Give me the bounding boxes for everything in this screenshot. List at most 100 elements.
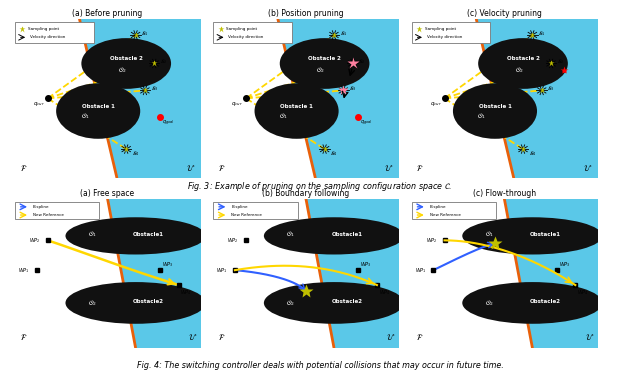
Text: $\mathcal{F}$: $\mathcal{F}$: [417, 163, 424, 173]
Text: $WP_4$: $WP_4$: [577, 288, 589, 297]
Text: Obstacle 1: Obstacle 1: [280, 104, 313, 109]
FancyBboxPatch shape: [412, 22, 490, 43]
Polygon shape: [476, 19, 598, 178]
Ellipse shape: [264, 282, 404, 324]
Text: Velocity direction: Velocity direction: [228, 35, 264, 39]
Title: (a) Before pruning: (a) Before pruning: [72, 9, 143, 18]
Text: $\mathcal{O}_2$: $\mathcal{O}_2$: [118, 65, 127, 75]
Text: $WP_3$: $WP_3$: [162, 260, 173, 269]
FancyBboxPatch shape: [15, 22, 93, 43]
Text: $\mathcal{U}$: $\mathcal{U}$: [188, 332, 197, 342]
Text: Obstacle 1: Obstacle 1: [82, 104, 115, 109]
Text: $\mathcal{U}$: $\mathcal{U}$: [583, 163, 592, 173]
Text: Obstacle1: Obstacle1: [530, 232, 561, 237]
Title: (c) Flow-through: (c) Flow-through: [473, 189, 536, 198]
Title: (b) Boundary following: (b) Boundary following: [262, 189, 349, 198]
Text: $WP_4$: $WP_4$: [180, 288, 192, 297]
Ellipse shape: [81, 38, 171, 89]
Text: $\mathcal{F}$: $\mathcal{F}$: [20, 163, 27, 173]
Text: $WP_1$: $WP_1$: [415, 266, 426, 275]
Text: B-spline: B-spline: [231, 205, 248, 209]
Polygon shape: [108, 199, 201, 348]
FancyBboxPatch shape: [213, 22, 292, 43]
Ellipse shape: [264, 217, 404, 254]
Text: $\mathcal{O}_2$: $\mathcal{O}_2$: [287, 298, 296, 308]
Text: $WP_1$: $WP_1$: [216, 266, 228, 275]
Text: $\mathcal{B}_4$: $\mathcal{B}_4$: [330, 149, 338, 158]
Polygon shape: [504, 199, 598, 348]
Text: $\mathcal{F}$: $\mathcal{F}$: [218, 332, 225, 342]
Text: $\mathcal{U}$: $\mathcal{U}$: [585, 332, 594, 342]
Text: $WP_4$: $WP_4$: [379, 288, 390, 297]
Text: B-spline: B-spline: [429, 205, 446, 209]
Text: B-spline: B-spline: [33, 205, 49, 209]
Ellipse shape: [462, 282, 602, 324]
Text: $WP_2$: $WP_2$: [426, 236, 437, 245]
Text: Sampling point: Sampling point: [227, 27, 258, 31]
FancyBboxPatch shape: [213, 202, 298, 220]
Text: $\mathcal{O}_1$: $\mathcal{O}_1$: [81, 111, 90, 121]
Text: Obstacle2: Obstacle2: [332, 299, 362, 304]
Ellipse shape: [65, 282, 205, 324]
Polygon shape: [79, 19, 201, 178]
Text: $\mathcal{F}$: $\mathcal{F}$: [417, 332, 424, 342]
Text: Fig. 3: Example of pruning on the sampling configuration space $\mathcal{C}$.: Fig. 3: Example of pruning on the sampli…: [188, 180, 452, 193]
Text: Obstacle 2: Obstacle 2: [507, 56, 540, 61]
Text: $\mathcal{B}_3$: $\mathcal{B}_3$: [349, 84, 356, 93]
Ellipse shape: [478, 38, 568, 89]
Text: Obstacle1: Obstacle1: [133, 232, 164, 237]
Text: $\mathcal{O}_2$: $\mathcal{O}_2$: [515, 65, 524, 75]
Text: $\mathcal{O}_2$: $\mathcal{O}_2$: [88, 298, 97, 308]
Text: Obstacle 1: Obstacle 1: [479, 104, 511, 109]
Text: $q_{cur}$: $q_{cur}$: [231, 100, 243, 108]
Text: Sampling point: Sampling point: [28, 27, 60, 31]
Ellipse shape: [462, 217, 602, 254]
Text: $WP_3$: $WP_3$: [360, 260, 372, 269]
Text: $q_{goal}$: $q_{goal}$: [360, 118, 372, 128]
Ellipse shape: [280, 38, 369, 89]
Text: $q_{cur}$: $q_{cur}$: [429, 100, 442, 108]
Text: $\mathcal{O}_1$: $\mathcal{O}_1$: [477, 111, 486, 121]
Text: $\mathcal{B}_1$: $\mathcal{B}_1$: [538, 29, 545, 38]
Polygon shape: [306, 199, 399, 348]
Text: $\mathcal{B}_3$: $\mathcal{B}_3$: [150, 84, 158, 93]
Text: New Reference: New Reference: [33, 213, 63, 217]
Text: $\mathcal{O}_1$: $\mathcal{O}_1$: [279, 111, 288, 121]
Text: $\mathcal{B}_2$: $\mathcal{B}_2$: [358, 57, 365, 66]
Title: (b) Position pruning: (b) Position pruning: [268, 9, 344, 18]
Text: Velocity direction: Velocity direction: [30, 35, 65, 39]
Text: $\mathcal{U}$: $\mathcal{U}$: [186, 163, 195, 173]
Polygon shape: [278, 19, 399, 178]
Text: $\mathcal{B}_4$: $\mathcal{B}_4$: [529, 149, 536, 158]
Text: Obstacle 2: Obstacle 2: [308, 56, 341, 61]
Text: $\mathcal{B}_1$: $\mathcal{B}_1$: [141, 29, 148, 38]
Text: $\mathcal{O}_2$: $\mathcal{O}_2$: [316, 65, 325, 75]
Text: Sampling point: Sampling point: [425, 27, 456, 31]
Text: Obstacle2: Obstacle2: [133, 299, 164, 304]
Text: $q_{goal}$: $q_{goal}$: [162, 118, 174, 128]
Text: Obstacle1: Obstacle1: [332, 232, 362, 237]
Ellipse shape: [65, 217, 205, 254]
FancyBboxPatch shape: [412, 202, 496, 220]
Text: $WP_3$: $WP_3$: [559, 260, 570, 269]
Text: $\mathcal{U}$: $\mathcal{U}$: [387, 332, 396, 342]
Text: $\mathcal{U}$: $\mathcal{U}$: [385, 163, 394, 173]
Text: $\mathcal{O}_1$: $\mathcal{O}_1$: [88, 230, 97, 240]
Text: $\mathcal{F}$: $\mathcal{F}$: [20, 332, 27, 342]
Text: Velocity direction: Velocity direction: [427, 35, 462, 39]
Text: $\mathcal{B}_2$: $\mathcal{B}_2$: [557, 57, 564, 66]
Text: New Reference: New Reference: [429, 213, 460, 217]
Text: Obstacle2: Obstacle2: [530, 299, 561, 304]
Text: $\mathcal{B}_1$: $\mathcal{B}_1$: [340, 29, 347, 38]
Text: $\mathcal{B}_4$: $\mathcal{B}_4$: [132, 149, 140, 158]
Ellipse shape: [255, 83, 339, 139]
Title: (a) Free space: (a) Free space: [81, 189, 134, 198]
Text: $\mathcal{O}_1$: $\mathcal{O}_1$: [485, 230, 494, 240]
Text: $WP_2$: $WP_2$: [227, 236, 239, 245]
Ellipse shape: [453, 83, 537, 139]
Text: $\mathcal{F}$: $\mathcal{F}$: [218, 163, 225, 173]
FancyBboxPatch shape: [15, 202, 99, 220]
Text: Obstacle 2: Obstacle 2: [110, 56, 143, 61]
Text: $WP_2$: $WP_2$: [29, 236, 40, 245]
Text: $q_{cur}$: $q_{cur}$: [33, 100, 45, 108]
